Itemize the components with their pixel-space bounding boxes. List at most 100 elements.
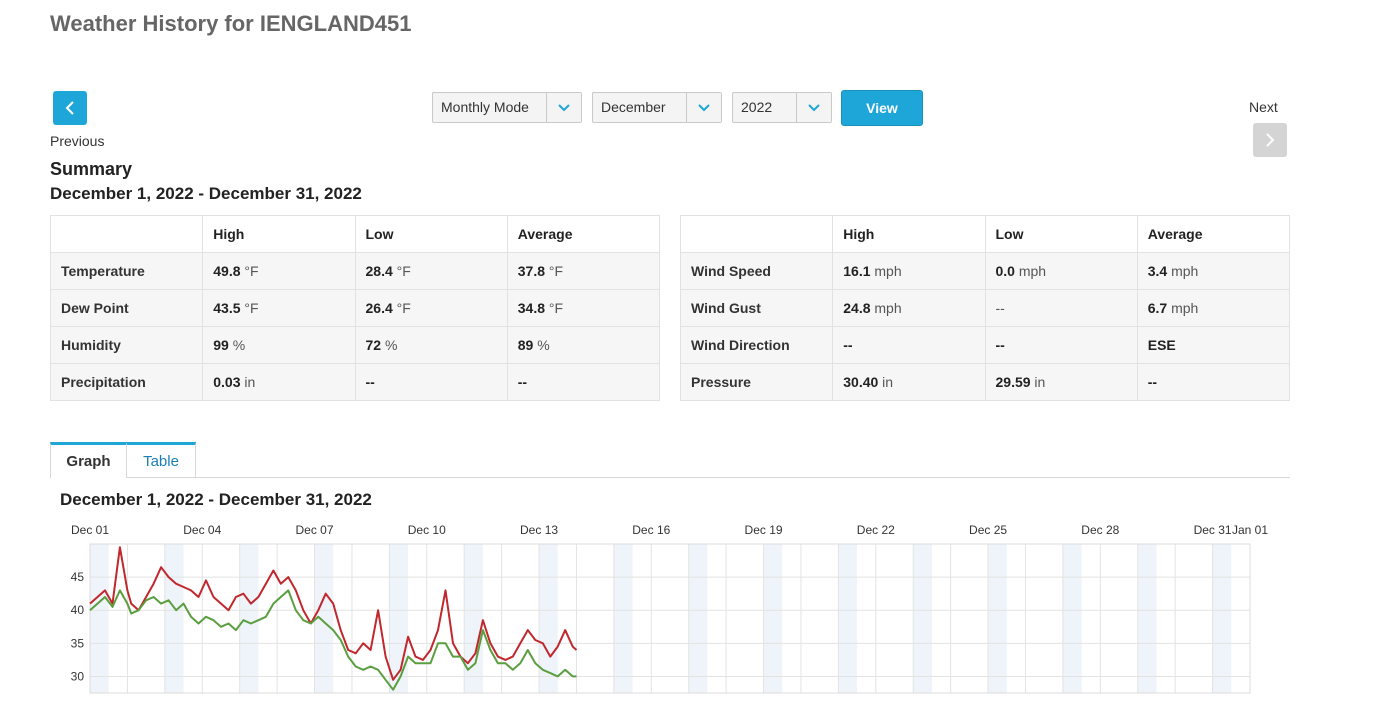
chart-night-band <box>1137 544 1157 693</box>
table-header: Low <box>984 215 1138 253</box>
x-tick-label: Dec 25 <box>969 523 1007 537</box>
x-tick-label: Dec 01 <box>71 523 109 537</box>
table-row: Wind Direction -- -- ESE <box>679 326 1291 364</box>
row-label: Temperature <box>49 252 204 290</box>
graph-title: December 1, 2022 - December 31, 2022 <box>60 490 372 509</box>
previous-label[interactable]: Previous <box>50 133 105 149</box>
table-header-row: High Low Average <box>49 215 661 253</box>
average-cell: 89 % <box>506 326 661 364</box>
chart-night-band <box>314 544 334 693</box>
high-cell: 16.1 mph <box>832 252 986 290</box>
chart-night-band <box>763 544 783 693</box>
low-cell: 0.0 mph <box>984 252 1138 290</box>
chart-night-band <box>90 544 109 693</box>
table-row: Wind Speed 16.1 mph 0.0 mph 3.4 mph <box>679 252 1291 290</box>
chart-night-band <box>389 544 409 693</box>
table-header-row: High Low Average <box>679 215 1291 253</box>
average-cell: ESE <box>1136 326 1291 364</box>
x-tick-label: Dec 22 <box>857 523 895 537</box>
tab-table[interactable]: Table <box>127 442 196 477</box>
low-cell: 72 % <box>354 326 508 364</box>
row-label: Pressure <box>679 363 834 401</box>
table-row: Precipitation 0.03 in -- -- <box>49 363 661 401</box>
next-label[interactable]: Next <box>1249 99 1278 115</box>
chart-night-band <box>1062 544 1082 693</box>
high-cell: -- <box>832 326 986 364</box>
chart-night-band <box>164 544 184 693</box>
high-cell: 43.5 °F <box>202 289 356 327</box>
series-line-temperature <box>89 546 578 681</box>
x-tick-label: Dec 28 <box>1081 523 1119 537</box>
row-label: Wind Direction <box>679 326 834 364</box>
chart-night-band <box>988 544 1007 693</box>
low-cell: 29.59 in <box>984 363 1138 401</box>
x-tick-label: Dec 19 <box>745 523 783 537</box>
view-button[interactable]: View <box>841 90 923 126</box>
high-cell: 24.8 mph <box>832 289 986 327</box>
x-tick-label: Dec 16 <box>632 523 670 537</box>
high-cell: 49.8 °F <box>202 252 356 290</box>
chevron-down-icon <box>796 93 831 122</box>
average-cell: 34.8 °F <box>506 289 661 327</box>
average-cell: -- <box>1136 363 1291 401</box>
low-cell: -- <box>354 363 508 401</box>
row-label: Precipitation <box>49 363 204 401</box>
row-label: Humidity <box>49 326 204 364</box>
month-select-value: December <box>601 99 666 115</box>
summary-title: Summary <box>50 159 133 179</box>
summary-table-wind-pressure: High Low Average Wind Speed 16.1 mph 0.0… <box>679 215 1291 401</box>
year-select[interactable]: 2022 <box>732 92 832 123</box>
mode-select[interactable]: Monthly Mode <box>432 92 582 123</box>
summary-date-range: December 1, 2022 - December 31, 2022 <box>50 184 362 203</box>
high-cell: 0.03 in <box>202 363 356 401</box>
table-row: Dew Point 43.5 °F 26.4 °F 34.8 °F <box>49 289 661 327</box>
month-select[interactable]: December <box>592 92 722 123</box>
high-cell: 99 % <box>202 326 356 364</box>
chevron-down-icon <box>546 93 581 122</box>
y-tick-label: 40 <box>71 603 85 617</box>
table-header: Average <box>1136 215 1291 253</box>
chevron-left-icon <box>65 101 74 115</box>
average-cell: -- <box>506 363 661 401</box>
chart-night-band <box>688 544 708 693</box>
table-header: Average <box>506 215 661 253</box>
chart-night-band <box>1212 544 1232 693</box>
page-title: Weather History for IENGLAND451 <box>50 11 412 36</box>
row-label: Dew Point <box>49 289 204 327</box>
average-cell: 37.8 °F <box>506 252 661 290</box>
table-header <box>49 215 204 253</box>
table-row: Pressure 30.40 in 29.59 in -- <box>679 363 1291 401</box>
table-header: High <box>202 215 356 253</box>
year-select-value: 2022 <box>741 99 773 115</box>
temperature-dewpoint-chart: 30 35 40 45 Dec 01 Dec 04 Dec 07 Dec 10 Dec 13 De… <box>71 523 1268 694</box>
table-row: Humidity 99 % 72 % 89 % <box>49 326 661 364</box>
table-row: Temperature 49.8 °F 28.4 °F 37.8 °F <box>49 252 661 290</box>
average-cell: 3.4 mph <box>1136 252 1291 290</box>
x-tick-label: Dec 04 <box>183 523 221 537</box>
chevron-right-icon <box>1266 133 1275 147</box>
chart-night-band <box>539 544 558 693</box>
previous-button[interactable] <box>53 91 87 125</box>
low-cell: 28.4 °F <box>354 252 508 290</box>
low-cell: -- <box>984 289 1138 327</box>
table-row: Wind Gust 24.8 mph -- 6.7 mph <box>679 289 1291 327</box>
y-tick-label: 35 <box>71 636 85 650</box>
chart-night-band <box>239 544 259 693</box>
tabs-divider <box>50 477 1290 478</box>
x-tick-label: Dec 07 <box>296 523 334 537</box>
series-line-dew_point <box>89 589 577 691</box>
chart-night-band <box>913 544 932 693</box>
next-button[interactable] <box>1253 123 1287 157</box>
y-tick-label: 45 <box>71 570 85 584</box>
high-cell: 30.40 in <box>832 363 986 401</box>
y-tick-label: 30 <box>71 669 85 683</box>
x-tick-label: Dec 31 <box>1194 523 1232 537</box>
x-tick-label: Dec 13 <box>520 523 558 537</box>
summary-table-conditions: High Low Average Temperature 49.8 °F 28.… <box>49 215 661 401</box>
average-cell: 6.7 mph <box>1136 289 1291 327</box>
chevron-down-icon <box>686 93 721 122</box>
tab-graph[interactable]: Graph <box>50 442 127 478</box>
row-label: Wind Gust <box>679 289 834 327</box>
low-cell: -- <box>984 326 1138 364</box>
low-cell: 26.4 °F <box>354 289 508 327</box>
